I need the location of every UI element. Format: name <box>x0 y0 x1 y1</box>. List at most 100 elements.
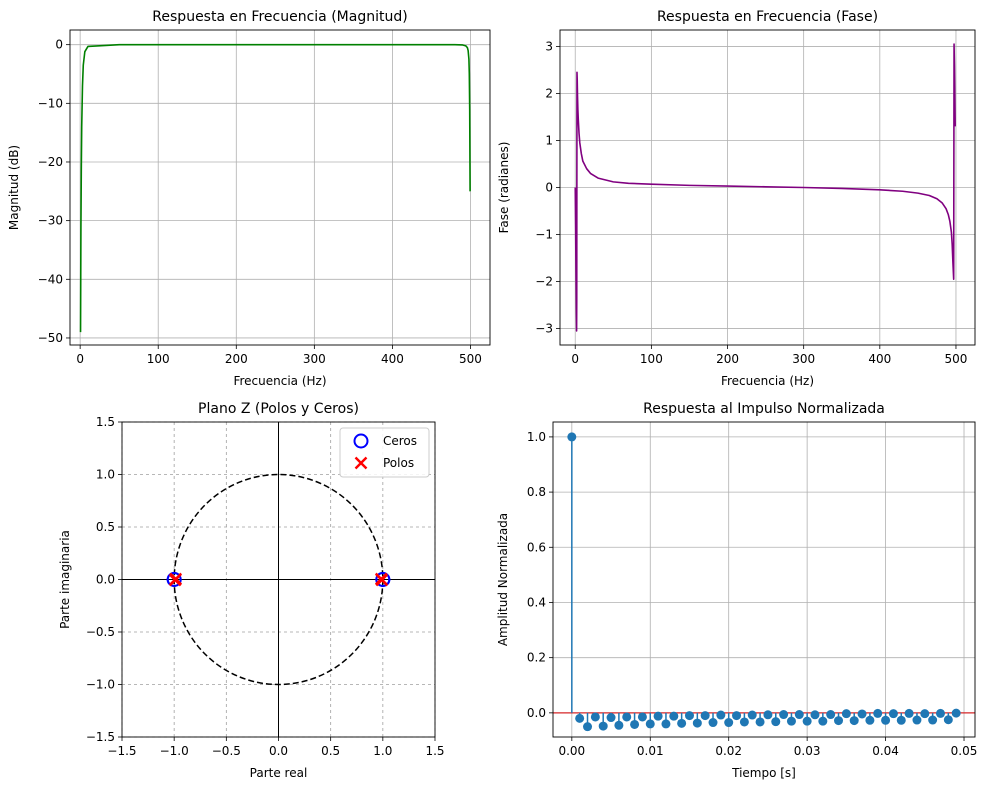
y-tick-label: −10 <box>38 96 63 110</box>
stem-marker <box>598 721 608 731</box>
x-tick-label: 0 <box>76 352 84 366</box>
y-tick-label: 0.0 <box>527 706 546 720</box>
stem-marker <box>590 712 600 722</box>
chart-title: Respuesta en Frecuencia (Magnitud) <box>152 9 407 25</box>
data-layer <box>79 43 471 333</box>
stem-marker <box>865 715 875 725</box>
stem-marker <box>583 722 593 732</box>
stem-marker <box>888 709 898 719</box>
stem-marker <box>630 719 640 729</box>
y-tick-label: −20 <box>38 155 63 169</box>
stem-marker <box>692 718 702 728</box>
x-tick-label: −1.0 <box>160 744 189 758</box>
x-tick-label: −0.5 <box>212 744 241 758</box>
y-tick-label: 0.4 <box>527 595 546 609</box>
x-axis-label: Parte real <box>250 766 308 780</box>
x-tick-label: 200 <box>225 352 248 366</box>
stem-marker <box>575 713 585 723</box>
y-tick-label: −1.5 <box>86 730 115 744</box>
stem-marker <box>755 717 765 727</box>
stem-marker <box>951 708 961 718</box>
stem-marker <box>841 709 851 719</box>
stem-marker <box>935 708 945 718</box>
stem-marker <box>826 710 836 720</box>
stem-marker <box>896 715 906 725</box>
legend-label-polos: Polos <box>383 456 414 470</box>
stem-marker <box>708 718 718 728</box>
y-tick-label: 0.8 <box>527 485 546 499</box>
x-tick-label: 1.5 <box>425 744 444 758</box>
stem-marker <box>857 709 867 719</box>
stem-marker <box>881 715 891 725</box>
zero-marker <box>375 572 391 587</box>
y-tick-label: 0.2 <box>527 651 546 665</box>
x-tick-label: 100 <box>640 352 663 366</box>
pole-marker <box>375 573 389 587</box>
y-axis-label: Magnitud (dB) <box>7 145 21 230</box>
data-layer <box>553 432 975 732</box>
y-tick-label: 1.0 <box>527 430 546 444</box>
x-tick-label: 0.5 <box>321 744 340 758</box>
stem-marker <box>677 718 687 728</box>
x-axis-label: Frecuencia (Hz) <box>721 374 814 388</box>
x-tick-label: 0.02 <box>715 744 742 758</box>
legend-label-ceros: Ceros <box>383 434 417 448</box>
y-tick-label: 1.0 <box>96 468 115 482</box>
stem-marker <box>716 710 726 720</box>
data-layer <box>574 43 956 332</box>
x-tick-label: 300 <box>792 352 815 366</box>
y-tick-label: 0 <box>55 38 63 52</box>
stem-marker <box>818 716 828 726</box>
stem-marker <box>779 710 789 720</box>
stem-marker <box>622 712 632 722</box>
stem-marker <box>771 717 781 727</box>
x-tick-label: 100 <box>147 352 170 366</box>
plot-frame <box>69 29 491 346</box>
x-tick-label: 0.04 <box>872 744 899 758</box>
plot-frame <box>121 421 436 738</box>
y-tick-label: −2 <box>535 275 553 289</box>
y-tick-label: −40 <box>38 272 63 286</box>
stem-marker <box>943 715 953 725</box>
x-tick-label: 500 <box>945 352 968 366</box>
plot-frame <box>559 29 976 346</box>
stem-marker <box>739 717 749 727</box>
x-tick-label: 400 <box>868 352 891 366</box>
x-tick-label: 0.00 <box>558 744 585 758</box>
x-tick-label: −1.5 <box>107 744 136 758</box>
x-tick-label: 500 <box>459 352 482 366</box>
legend-zero-marker <box>353 433 369 449</box>
series-line-1 <box>574 43 956 332</box>
y-tick-label: 2 <box>545 86 553 100</box>
x-tick-label: 300 <box>303 352 326 366</box>
stem-marker <box>732 711 742 721</box>
stem-marker <box>669 711 679 721</box>
stem-marker <box>637 712 647 722</box>
data-layer <box>122 422 435 737</box>
stem-marker <box>912 715 922 725</box>
stem-marker <box>567 432 577 442</box>
legend: Ceros Polos <box>339 427 430 478</box>
legend-pole-marker <box>354 456 368 470</box>
x-axis-label: Frecuencia (Hz) <box>233 374 326 388</box>
y-tick-label: −0.5 <box>86 625 115 639</box>
y-axis-label: Parte imaginaria <box>58 530 72 629</box>
stem-marker <box>747 710 757 720</box>
stem-marker <box>661 719 671 729</box>
stem-marker <box>653 711 663 721</box>
y-tick-label: −3 <box>535 322 553 336</box>
y-tick-label: −1.0 <box>86 678 115 692</box>
pole-marker <box>168 573 182 587</box>
y-tick-label: −30 <box>38 214 63 228</box>
subplot-4: 0.00 0.01 0.02 0.03 0.04 0.05 1.0 0.8 0.6 0.4 0.2 0… <box>496 401 977 780</box>
x-tick-label: 0.05 <box>951 744 978 758</box>
stem-marker <box>873 708 883 718</box>
x-tick-label: 1.0 <box>373 744 392 758</box>
x-tick-label: 400 <box>381 352 404 366</box>
y-tick-label: 1 <box>545 133 553 147</box>
stem-marker <box>724 718 734 728</box>
stem-marker <box>700 711 710 721</box>
stem-marker <box>794 710 804 720</box>
y-tick-label: 1.5 <box>96 415 115 429</box>
y-tick-label: 3 <box>545 39 553 53</box>
